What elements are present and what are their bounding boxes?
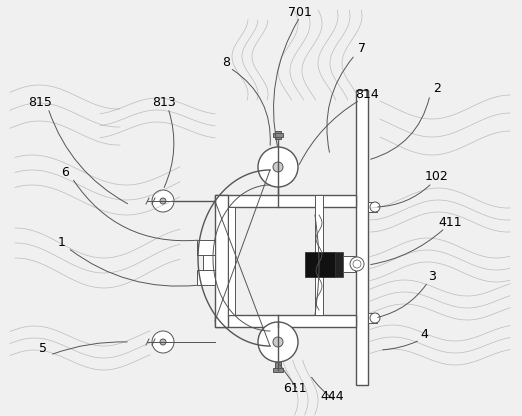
Text: 444: 444 — [320, 391, 344, 404]
Bar — [368, 202, 377, 212]
Circle shape — [370, 202, 380, 212]
Circle shape — [152, 331, 174, 353]
Bar — [356, 90, 368, 385]
Circle shape — [370, 313, 380, 323]
Text: 5: 5 — [39, 342, 47, 356]
Bar — [215, 195, 228, 327]
Circle shape — [350, 257, 364, 271]
Bar — [273, 368, 283, 372]
Bar — [215, 315, 356, 327]
Circle shape — [152, 190, 174, 212]
Circle shape — [273, 162, 283, 172]
Text: 6: 6 — [61, 166, 69, 178]
Circle shape — [258, 147, 298, 187]
Text: 813: 813 — [152, 96, 176, 109]
Text: 4: 4 — [420, 327, 428, 341]
Text: 814: 814 — [355, 87, 379, 101]
Bar — [197, 270, 215, 285]
Text: 2: 2 — [433, 82, 441, 94]
Bar — [273, 133, 283, 137]
Text: 411: 411 — [438, 215, 462, 228]
Bar — [305, 252, 335, 277]
Text: 7: 7 — [358, 42, 366, 54]
Bar — [203, 255, 215, 270]
Circle shape — [273, 337, 283, 347]
Bar — [228, 207, 235, 315]
Circle shape — [160, 339, 166, 345]
Text: 102: 102 — [425, 171, 449, 183]
Text: 3: 3 — [428, 270, 436, 282]
Text: 611: 611 — [283, 381, 307, 394]
Text: 8: 8 — [222, 55, 230, 69]
Circle shape — [258, 322, 298, 362]
Bar — [368, 313, 377, 323]
Bar — [315, 195, 323, 315]
Bar — [343, 256, 355, 272]
Text: 815: 815 — [28, 97, 52, 109]
Bar — [275, 131, 281, 139]
Text: 701: 701 — [288, 5, 312, 18]
Circle shape — [160, 198, 166, 204]
Bar — [197, 240, 215, 255]
Bar — [275, 362, 281, 370]
Bar — [215, 195, 356, 207]
Bar — [335, 252, 343, 277]
Circle shape — [353, 260, 361, 268]
Text: 1: 1 — [58, 235, 66, 248]
